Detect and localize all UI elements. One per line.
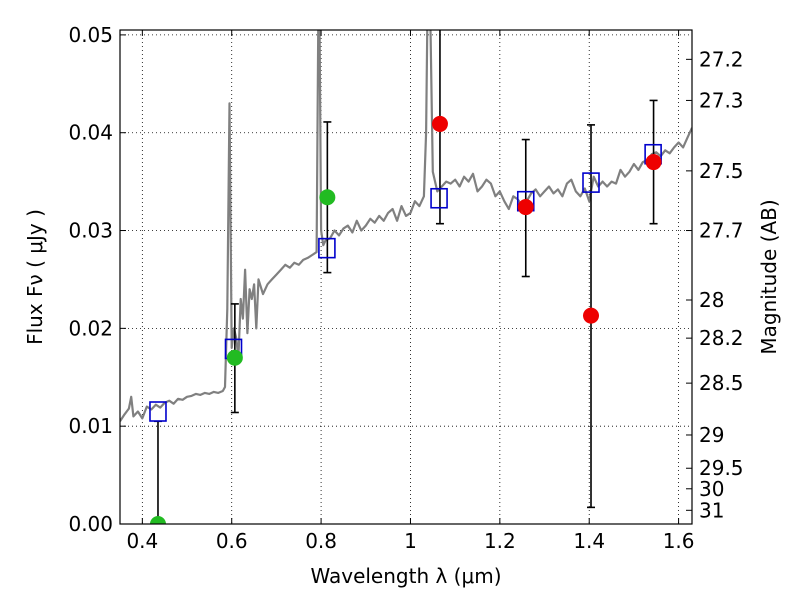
green-data-point [226, 349, 243, 366]
x-axis-title: Wavelength λ (μm) [310, 564, 501, 588]
spectrum-line [120, 30, 692, 422]
y-tick-label: 0.00 [68, 512, 113, 536]
red-data-point [431, 115, 448, 132]
y-tick-label: 0.02 [68, 316, 113, 340]
green-data-point [319, 189, 336, 206]
ticks: 0.4 0.6 0.8 1 1.2 1.4 1.6 0.00 0.01 0.02 0.03 0.04 0… [68, 23, 743, 553]
x-tick-label: 1.6 [663, 529, 695, 553]
y-tick-label: 0.01 [68, 414, 113, 438]
y-tick-label: 0.04 [68, 121, 113, 145]
plot-area [120, 30, 692, 524]
red-data-point [583, 307, 600, 324]
y-tick-label: 0.05 [68, 23, 113, 47]
magnitude-tick-label: 30 [699, 477, 724, 501]
x-tick-label: 0.6 [216, 529, 248, 553]
magnitude-tick-label: 27.3 [699, 88, 744, 112]
magnitude-tick-label: 28.5 [699, 371, 744, 395]
magnitude-tick-label: 29.5 [699, 456, 744, 480]
magnitude-tick-label: 31 [699, 498, 724, 522]
red-data-point [645, 154, 662, 171]
y-axis-title: Flux Fν ( μJy ) [23, 209, 47, 345]
plot-background [120, 30, 692, 524]
y2-axis-title: Magnitude (AB) [757, 199, 781, 354]
x-tick-label: 0.4 [126, 529, 158, 553]
x-tick-label: 1.2 [484, 529, 516, 553]
plot-frame [119, 29, 693, 525]
model-flux-box [430, 187, 448, 209]
green-data-point [149, 516, 166, 524]
y-tick-label: 0.03 [68, 219, 113, 243]
magnitude-tick-label: 27.5 [699, 159, 744, 183]
red-data-point [517, 199, 534, 216]
x-tick-label: 1 [404, 529, 417, 553]
magnitude-tick-label: 27.2 [699, 47, 744, 71]
model-flux-box [318, 237, 336, 259]
x-tick-label: 1.4 [573, 529, 605, 553]
magnitude-tick-label: 27.7 [699, 219, 744, 243]
magnitude-tick-label: 29 [699, 423, 724, 447]
model-flux-box [149, 401, 167, 422]
model-flux-box [582, 172, 600, 193]
magnitude-tick-label: 28.2 [699, 326, 744, 350]
magnitude-tick-label: 28 [699, 288, 724, 312]
x-tick-label: 0.8 [305, 529, 337, 553]
